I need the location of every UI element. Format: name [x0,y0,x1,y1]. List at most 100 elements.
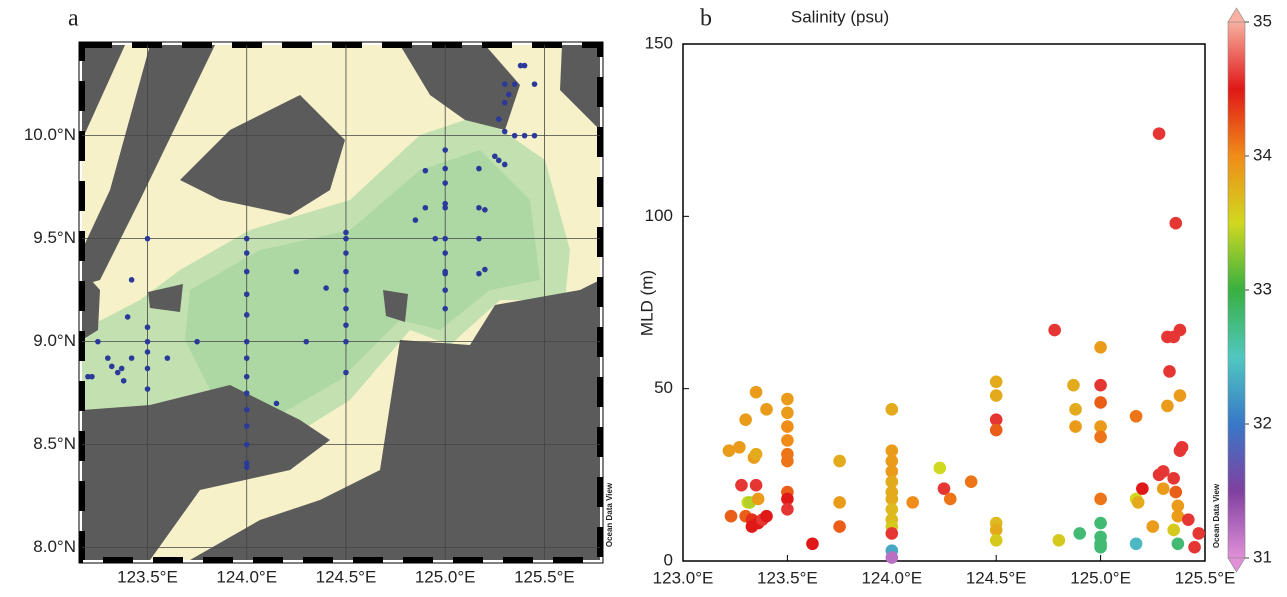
y-tick-label: 8.5°N [33,434,76,453]
station [476,235,482,242]
station [293,268,300,275]
y-tick-label: 8.0°N [33,537,76,556]
x-tick-label: 125.5°E [1175,568,1236,587]
station [442,200,448,207]
station [482,207,488,213]
point [1156,482,1170,495]
station [164,355,171,361]
point [722,444,736,458]
station [144,349,151,355]
station [501,81,508,87]
point [1192,527,1206,540]
station [505,91,512,98]
point [749,447,763,461]
station [442,204,448,211]
station [422,167,429,174]
point [1094,396,1107,409]
x-tick-label: 123.5°E [117,567,178,586]
point [1171,509,1185,523]
point [989,375,1003,389]
point [733,440,746,454]
y-tick-label: 100 [645,206,673,225]
station [476,165,482,172]
point [739,413,752,426]
point [989,534,1003,547]
station [144,235,151,242]
station [442,147,448,153]
station [517,62,524,69]
plot-frame [682,43,1206,562]
point [781,406,794,420]
station [85,373,91,380]
map-frame [79,42,603,563]
station [511,81,518,87]
y-tick-label: 50 [654,378,673,397]
colorbar-tick-label: 34 [1253,145,1272,164]
station [128,277,135,283]
station [243,250,250,256]
point [724,509,738,523]
point [989,423,1003,437]
point [781,420,794,433]
y-tick-label: 0 [664,550,673,569]
station [144,365,151,372]
point [760,403,773,416]
point [1069,403,1082,416]
station [144,324,151,331]
x-tick-label: 124.5°E [316,567,377,586]
point [833,454,846,468]
map-border [78,41,604,564]
station [243,338,250,345]
station [89,373,95,380]
station [476,270,482,277]
point [1136,482,1149,495]
point [749,478,763,492]
point [1171,537,1185,551]
point [1152,468,1166,482]
station [343,338,349,345]
point [1094,420,1107,433]
station [243,423,250,429]
station [343,287,349,293]
shading [185,150,540,420]
point [885,475,899,489]
point [933,461,947,475]
x-tick-label: 124.0°E [861,568,922,587]
colorbar-extend [1227,7,1246,23]
station [144,386,151,392]
map-background [82,45,600,560]
station [511,132,518,139]
station [482,266,488,273]
chart-title: Salinity (psu) [791,7,889,26]
colorbar-tick-label: 35 [1253,11,1272,30]
x-tick-label: 124.5°E [966,568,1027,587]
point [1161,399,1174,413]
station [492,153,498,160]
point [781,503,794,516]
land [82,45,600,560]
point [1129,409,1143,423]
point [833,496,846,509]
y-tick-label: 9.5°N [33,228,76,247]
x-tick-label: 125.0°E [1070,568,1131,587]
point [1048,323,1061,337]
station [343,305,349,312]
station [243,355,250,361]
station [343,229,349,236]
point [1069,420,1082,433]
point [1129,537,1143,551]
station [243,373,250,380]
station [442,287,448,293]
x-tick-label: 123.0°E [653,568,714,587]
point [906,496,919,509]
point [1146,520,1160,533]
station [501,161,508,168]
y-axis-label: MLD (m) [637,270,656,336]
point [749,385,763,399]
station [442,250,448,256]
station [442,270,448,277]
point [806,537,819,551]
point [885,492,899,506]
x-tick-label: 125.0°E [415,567,476,586]
station [108,363,115,370]
